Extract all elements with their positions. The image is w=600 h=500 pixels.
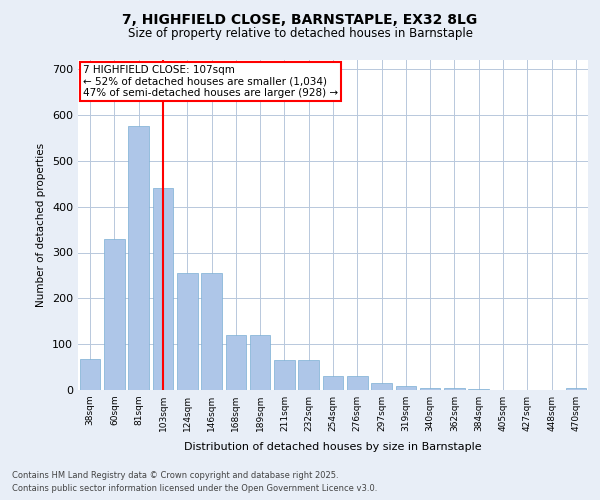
Bar: [104, 239, 125, 390]
Bar: [420, 388, 440, 390]
Y-axis label: Number of detached properties: Number of detached properties: [37, 143, 46, 307]
Bar: [371, 383, 392, 390]
Bar: [226, 335, 246, 390]
Bar: [80, 359, 100, 390]
Bar: [250, 335, 271, 390]
Bar: [347, 376, 368, 390]
Text: 7, HIGHFIELD CLOSE, BARNSTAPLE, EX32 8LG: 7, HIGHFIELD CLOSE, BARNSTAPLE, EX32 8LG: [122, 12, 478, 26]
Bar: [177, 273, 197, 390]
Bar: [395, 386, 416, 390]
Bar: [298, 360, 319, 390]
Text: Distribution of detached houses by size in Barnstaple: Distribution of detached houses by size …: [184, 442, 482, 452]
Bar: [323, 376, 343, 390]
Text: Size of property relative to detached houses in Barnstaple: Size of property relative to detached ho…: [128, 28, 473, 40]
Bar: [128, 126, 149, 390]
Bar: [566, 388, 586, 390]
Text: Contains public sector information licensed under the Open Government Licence v3: Contains public sector information licen…: [12, 484, 377, 493]
Bar: [444, 388, 465, 390]
Text: Contains HM Land Registry data © Crown copyright and database right 2025.: Contains HM Land Registry data © Crown c…: [12, 471, 338, 480]
Bar: [152, 188, 173, 390]
Bar: [201, 273, 222, 390]
Bar: [469, 388, 489, 390]
Text: 7 HIGHFIELD CLOSE: 107sqm
← 52% of detached houses are smaller (1,034)
47% of se: 7 HIGHFIELD CLOSE: 107sqm ← 52% of detac…: [83, 65, 338, 98]
Bar: [274, 360, 295, 390]
